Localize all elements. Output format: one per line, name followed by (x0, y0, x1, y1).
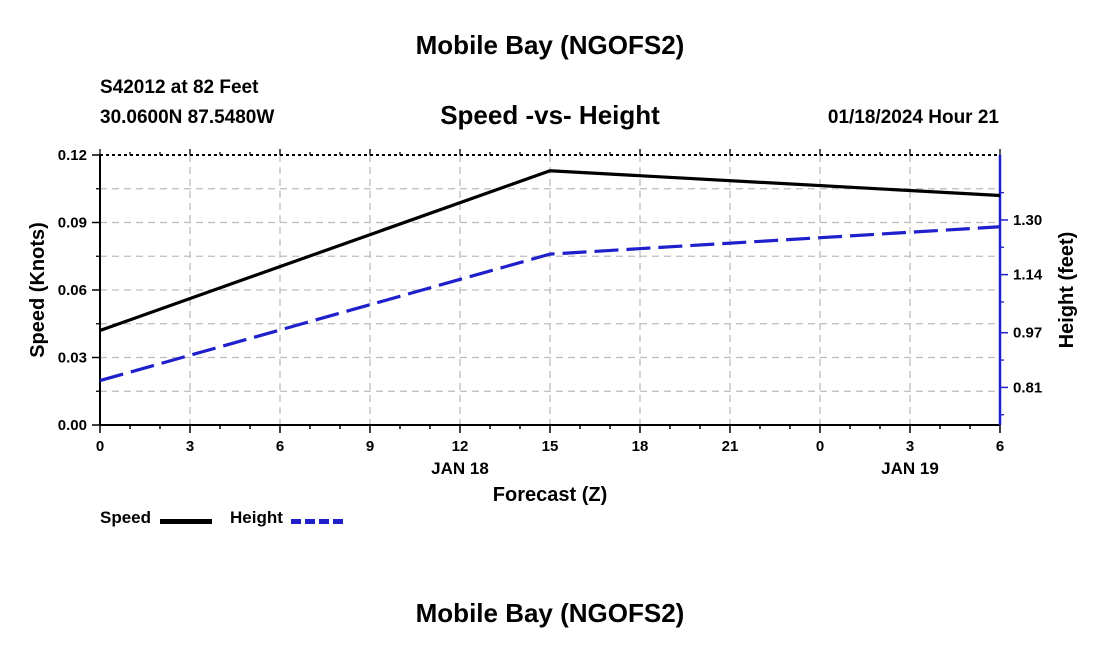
chart-title: Mobile Bay (NGOFS2) (415, 30, 685, 60)
x-axis-title: Forecast (Z) (493, 484, 607, 506)
series-line-height (99, 225, 1001, 383)
chart-subtitle: Speed -vs- Height (440, 100, 660, 130)
y-tick-label: 0.12 (58, 147, 87, 164)
x-date-label: JAN 18 (431, 459, 489, 478)
x-tick-label: 12 (452, 438, 469, 455)
x-date-label: JAN 19 (881, 459, 939, 478)
legend-label-height: Height (230, 508, 283, 527)
footer-title: Mobile Bay (NGOFS2) (415, 598, 685, 628)
x-tick-label: 0 (816, 438, 824, 455)
y-axis-title: Speed (Knots) (27, 222, 49, 358)
y2-tick-label: 0.97 (1013, 325, 1042, 342)
y-tick-label: 0.06 (58, 282, 87, 299)
x-tick-label: 18 (632, 438, 649, 455)
x-tick-label: 9 (366, 438, 374, 455)
y-tick-label: 0.00 (58, 417, 87, 434)
x-tick-label: 0 (96, 438, 104, 455)
legend-swatch-speed (160, 519, 212, 524)
legend-label-speed: Speed (100, 508, 152, 527)
y-tick-label: 0.03 (58, 350, 87, 367)
legend-item-height: Height (230, 508, 283, 528)
y-tick-label: 0.09 (58, 215, 87, 232)
station-coordinates: 30.0600N 87.5480W (100, 107, 275, 128)
y2-axis-title: Height (feet) (1056, 232, 1078, 349)
x-tick-label: 3 (186, 438, 194, 455)
x-tick-label: 6 (276, 438, 284, 455)
y2-tick-label: 0.81 (1013, 379, 1042, 396)
station-label: S42012 at 82 Feet (100, 77, 259, 98)
legend-swatch-height (291, 519, 343, 524)
x-tick-label: 15 (542, 438, 559, 455)
forecast-timestamp: 01/18/2024 Hour 21 (827, 107, 999, 128)
legend-item-speed: Speed (100, 508, 151, 528)
x-tick-label: 6 (996, 438, 1004, 455)
x-tick-label: 21 (722, 438, 739, 455)
x-tick-label: 3 (906, 438, 914, 455)
y2-tick-label: 1.30 (1013, 212, 1042, 229)
y2-tick-label: 1.14 (1013, 267, 1043, 284)
series-line-speed (99, 169, 1001, 333)
